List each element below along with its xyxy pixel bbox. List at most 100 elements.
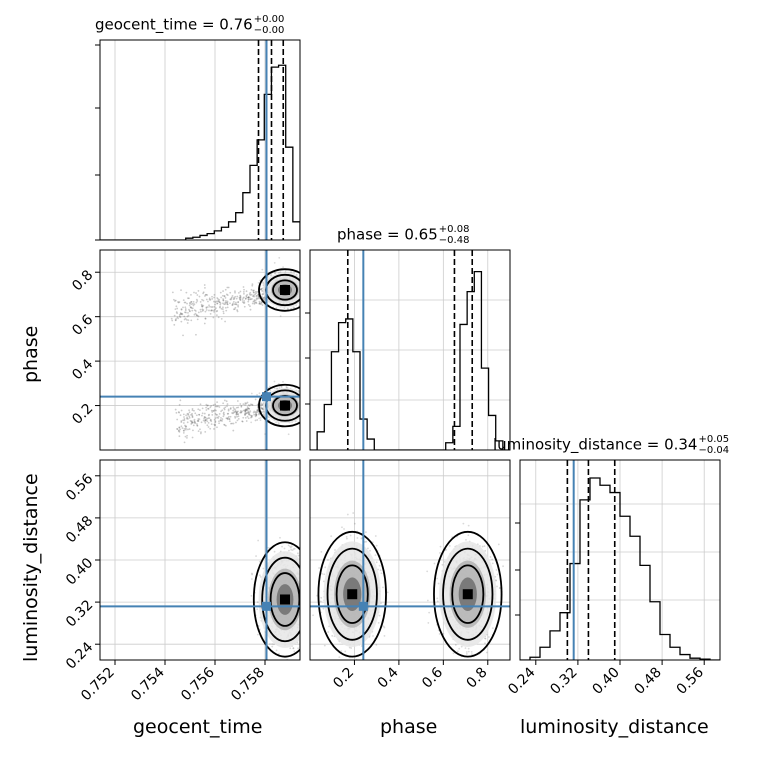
scatter-point — [213, 428, 215, 430]
scatter-point — [217, 316, 220, 319]
scatter-point — [236, 415, 238, 418]
scatter-point — [234, 290, 236, 293]
scatter-point — [254, 419, 257, 422]
scatter-point — [247, 300, 250, 303]
scatter-point — [217, 298, 219, 300]
scatter-point — [201, 305, 204, 308]
scatter-point — [467, 650, 470, 653]
scatter-point — [239, 410, 242, 412]
scatter-point — [305, 400, 307, 402]
scatter-point — [279, 315, 282, 318]
scatter-point — [310, 404, 312, 406]
scatter-point — [348, 646, 351, 649]
scatter-point — [302, 284, 304, 286]
scatter-point — [302, 402, 304, 404]
scatter-point — [253, 302, 256, 305]
scatter-point — [210, 309, 213, 312]
scatter-point — [256, 419, 259, 421]
scatter-point — [187, 314, 190, 317]
scatter-point — [222, 290, 224, 292]
scatter-point — [249, 410, 252, 413]
scatter-point — [301, 281, 303, 283]
scatter-point — [230, 297, 233, 300]
scatter-point — [271, 643, 274, 645]
scatter-point — [252, 300, 255, 303]
scatter-point — [301, 289, 303, 291]
scatter-point — [208, 297, 211, 300]
scatter-point — [191, 407, 194, 410]
panel-frame-geocent-time — [99, 39, 301, 241]
scatter-point — [209, 312, 212, 315]
scatter-point — [234, 416, 237, 419]
scatter-point — [304, 402, 306, 404]
scatter-point — [268, 546, 270, 549]
scatter-point — [256, 403, 259, 406]
scatter-point — [185, 425, 188, 428]
scatter-point — [255, 414, 257, 417]
scatter-point — [300, 602, 302, 604]
scatter-point — [225, 309, 228, 312]
scatter-point — [255, 411, 258, 414]
scatter-point — [184, 311, 186, 314]
scatter-point — [301, 407, 303, 409]
scatter-point — [275, 421, 277, 424]
scatter-point — [205, 293, 208, 296]
scatter-point — [192, 300, 195, 303]
scatter-point — [222, 298, 224, 300]
truth-marker-geocent-time-vs-phase — [262, 392, 271, 402]
scatter-point — [312, 396, 314, 398]
histogram-panel-luminosity-distance — [519, 459, 721, 661]
scatter-point — [223, 408, 226, 411]
scatter-point — [239, 290, 242, 293]
scatter-point — [234, 415, 236, 418]
scatter-point — [214, 417, 217, 420]
scatter-point — [173, 323, 176, 326]
scatter-point — [233, 411, 236, 414]
scatter-point — [307, 282, 309, 284]
scatter-point — [247, 412, 250, 415]
scatter-point — [303, 287, 305, 289]
scatter-point — [180, 425, 183, 428]
scatter-point — [231, 303, 234, 306]
scatter-point — [184, 309, 187, 312]
scatter-point — [463, 661, 465, 663]
scatter-point — [235, 303, 238, 306]
scatter-point — [244, 416, 247, 419]
scatter-point — [301, 409, 303, 411]
scatter-point — [252, 291, 255, 294]
scatter-point — [497, 543, 500, 546]
scatter-point — [178, 411, 180, 414]
scatter-point — [292, 647, 295, 650]
scatter-point — [198, 409, 201, 412]
scatter-point — [241, 410, 243, 413]
scatter-point — [436, 600, 439, 603]
scatter-point — [178, 426, 181, 429]
scatter-point — [213, 309, 215, 312]
scatter-point — [256, 608, 259, 611]
scatter-point — [300, 290, 302, 292]
scatter-point — [305, 554, 307, 556]
scatter-point — [374, 554, 377, 557]
scatter-point — [196, 318, 199, 321]
scatter-point — [174, 319, 177, 321]
scatter-point — [301, 391, 303, 393]
scatter-point — [181, 313, 184, 316]
scatter-point — [183, 301, 186, 304]
scatter-point — [196, 294, 199, 296]
scatter-point — [248, 413, 251, 416]
scatter-point — [297, 647, 300, 650]
scatter-point — [305, 589, 307, 591]
scatter-point — [180, 312, 182, 315]
scatter-point — [226, 405, 228, 408]
scatter-point — [214, 420, 217, 423]
scatter-point — [239, 299, 242, 301]
scatter-point — [242, 286, 245, 288]
scatter-point — [243, 296, 245, 299]
scatter-point — [223, 399, 226, 402]
scatter-point — [255, 291, 257, 293]
scatter-point — [302, 286, 304, 288]
scatter-point — [251, 414, 253, 417]
scatter-point — [300, 400, 302, 402]
scatter-point — [204, 421, 207, 424]
scatter-point — [196, 300, 199, 302]
